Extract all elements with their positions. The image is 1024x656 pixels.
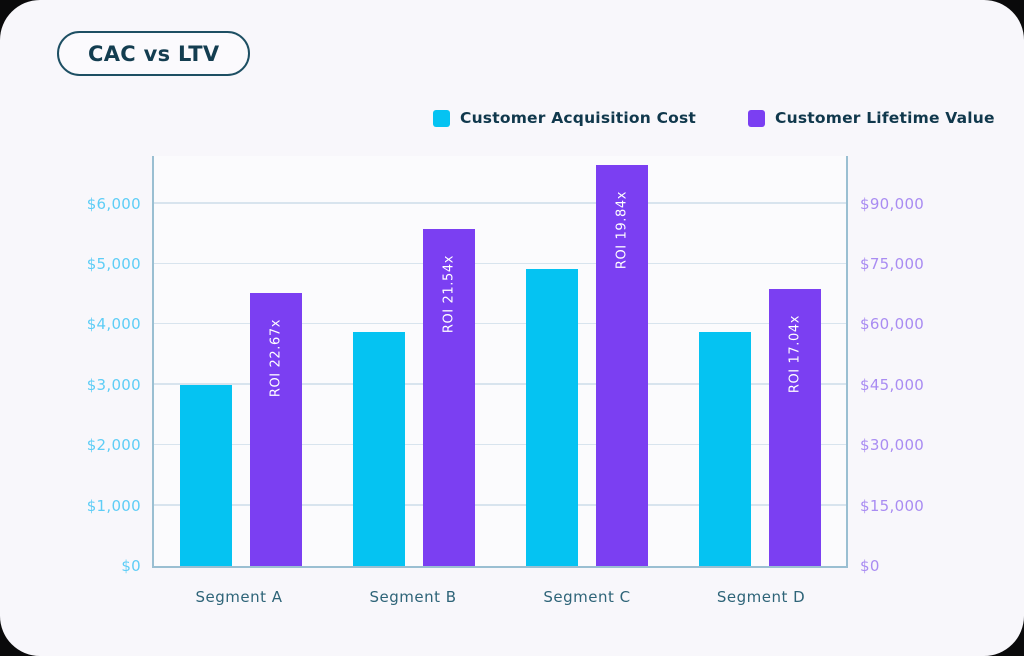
ltv-swatch-icon (748, 109, 766, 127)
bar-group-segment-d: ROI 17.04x (673, 156, 846, 566)
bar-group-segment-b: ROI 21.54x (327, 156, 500, 566)
ltv-bar-segment-c[interactable]: ROI 19.84x (595, 165, 648, 566)
right-axis-tick: $0 (860, 557, 880, 575)
x-label-segment-d: Segment D (716, 588, 806, 606)
ltv-bar-segment-a[interactable]: ROI 22.67x (249, 293, 302, 566)
x-label-segment-b: Segment B (369, 588, 457, 606)
legend: Customer Acquisition Cost Customer Lifet… (433, 109, 995, 127)
left-axis-tick: $2,000 (86, 436, 141, 455)
legend-item-cac[interactable]: Customer Acquisition Cost (433, 109, 696, 127)
legend-label-cac: Customer Acquisition Cost (460, 109, 697, 127)
right-axis-tick: $30,000 (860, 436, 925, 455)
roi-label-segment-a: ROI 22.67x (268, 319, 283, 398)
bar-group-segment-a: ROI 22.67x (154, 156, 327, 566)
gridline (154, 443, 846, 446)
gridline (154, 383, 846, 385)
gridline (154, 322, 846, 325)
chart-title: CAC vs LTV (88, 41, 220, 66)
left-axis-tick: $6,000 (86, 194, 141, 213)
left-axis-tick: $0 (121, 557, 141, 575)
plot-area: ROI 22.67x ROI 21.54x ROI 19.84x ROI 17.… (87, 156, 924, 575)
bar-groups: ROI 22.67x ROI 21.54x ROI 19.84x ROI 17.… (154, 156, 846, 566)
cac-bar-segment-c[interactable] (525, 268, 578, 566)
cac-bar-segment-d[interactable] (698, 332, 751, 566)
right-axis-tick: $90,000 (860, 194, 925, 213)
cac-bar-segment-b[interactable] (352, 332, 405, 566)
legend-item-ltv[interactable]: Customer Lifetime Value (748, 109, 995, 127)
gridline (154, 504, 846, 506)
bar-group-segment-c: ROI 19.84x (500, 156, 673, 566)
left-axis-tick: $4,000 (86, 315, 141, 334)
x-label-segment-c: Segment C (543, 588, 631, 606)
left-axis-tick: $1,000 (86, 496, 141, 515)
left-axis-tick: $3,000 (86, 375, 141, 394)
right-axis-tick: $75,000 (860, 255, 925, 274)
cac-swatch-icon (433, 109, 450, 127)
gridline (154, 202, 846, 204)
roi-label-segment-c: ROI 19.84x (614, 191, 629, 270)
right-axis-tick: $60,000 (860, 315, 925, 334)
gridline (154, 262, 846, 265)
right-axis-tick: $45,000 (860, 375, 925, 394)
chart-title-pill: CAC vs LTV (57, 31, 251, 76)
left-axis-tick: $5,000 (86, 255, 141, 274)
cac-bar-segment-a[interactable] (179, 384, 232, 566)
ltv-bar-segment-d[interactable]: ROI 17.04x (768, 289, 821, 566)
roi-label-segment-b: ROI 21.54x (441, 254, 456, 333)
roi-label-segment-d: ROI 17.04x (787, 315, 802, 394)
x-label-segment-a: Segment A (195, 588, 283, 606)
x-axis-labels: Segment A Segment B Segment C Segment D (152, 588, 848, 606)
legend-label-ltv: Customer Lifetime Value (775, 109, 995, 127)
ltv-bar-segment-b[interactable]: ROI 21.54x (422, 228, 475, 566)
right-axis-tick: $15,000 (860, 496, 925, 515)
